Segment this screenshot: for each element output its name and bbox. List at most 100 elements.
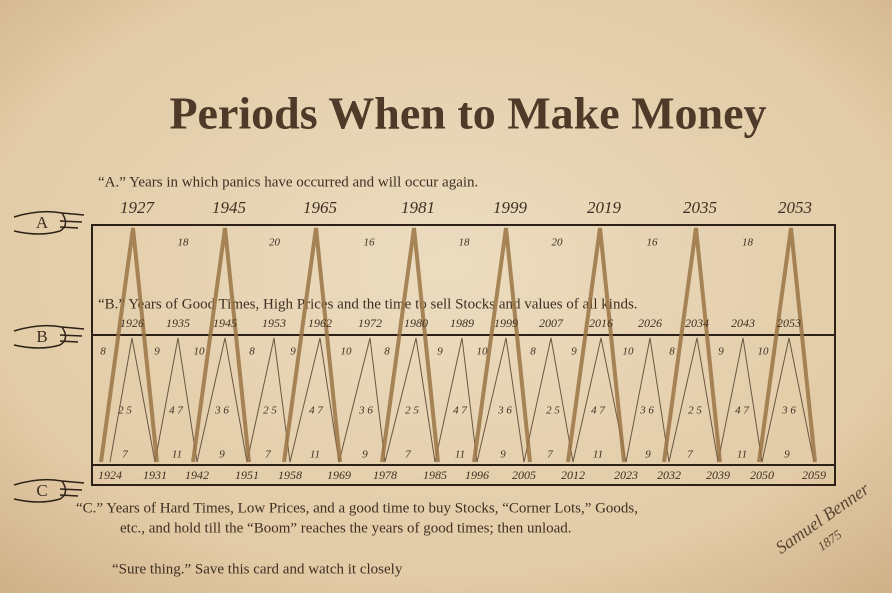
- good-year: 1980: [404, 316, 428, 330]
- cycle-number: 3 6: [781, 405, 796, 417]
- cycle-number: 7: [122, 449, 128, 461]
- hand-outline: [13, 210, 85, 235]
- hard-year: 1978: [373, 468, 397, 482]
- pointing-hand: A: [13, 210, 85, 235]
- panic-peak: [757, 227, 817, 463]
- cycle-number: 9: [154, 346, 160, 358]
- cycle-number: 4 7: [735, 405, 749, 417]
- cycle-number: 9: [437, 346, 443, 358]
- hard-year: 2005: [512, 468, 536, 482]
- cycle-number: 8: [100, 346, 106, 358]
- hand-outline: [13, 324, 85, 349]
- cycle-number: 3 6: [358, 405, 373, 417]
- cycle-number: 2 5: [263, 405, 277, 417]
- good-year: 1935: [166, 316, 190, 330]
- good-year: 2026: [638, 316, 662, 330]
- hard-year: 1958: [278, 468, 302, 482]
- cycle-number: 9: [219, 449, 225, 461]
- hard-year: 1951: [235, 468, 259, 482]
- interval: 18: [459, 237, 471, 249]
- panic-peak: [191, 227, 251, 463]
- cycle-number: 8: [384, 346, 390, 358]
- interval: 20: [552, 237, 564, 249]
- cycle-number: 10: [758, 346, 770, 358]
- cycle-number: 8: [249, 346, 255, 358]
- hard-year: 1996: [465, 468, 489, 482]
- cycle-number: 4 7: [309, 405, 323, 417]
- hard-year: 2012: [561, 468, 585, 482]
- interval: 18: [742, 237, 754, 249]
- section-c-label: “C.” Years of Hard Times, Low Prices, an…: [76, 500, 638, 516]
- panic-year: 1999: [493, 198, 528, 217]
- good-year: 2053: [777, 316, 801, 330]
- hard-year: 1931: [143, 468, 167, 482]
- interval: 16: [647, 237, 659, 249]
- good-year: 1999: [494, 316, 518, 330]
- cycle-number: 8: [669, 346, 675, 358]
- cycle-number: 2 5: [118, 405, 132, 417]
- hard-year: 1924: [98, 468, 122, 482]
- cycle-number: 4 7: [169, 405, 183, 417]
- panic-peak: [380, 227, 440, 463]
- panic-year: 1981: [401, 198, 435, 217]
- cycle-number: 2 5: [688, 405, 702, 417]
- cycle-number: 3 6: [497, 405, 512, 417]
- title: Periods When to Make Money: [169, 88, 766, 139]
- cycle-number: 9: [362, 449, 368, 461]
- panic-year: 1927: [120, 198, 156, 217]
- cycle-number: 3 6: [214, 405, 229, 417]
- cycle-number: 3 6: [639, 405, 654, 417]
- cycle-number: 10: [341, 346, 353, 358]
- cycle-number: 7: [265, 449, 271, 461]
- cycle-number: 9: [290, 346, 296, 358]
- panic-year: 2035: [683, 198, 717, 217]
- good-year: 2016: [589, 316, 613, 330]
- panic-year: 2053: [778, 198, 812, 217]
- hard-year: 1985: [423, 468, 447, 482]
- panic-year: 2019: [587, 198, 622, 217]
- good-year: 1962: [308, 316, 332, 330]
- section-b-label: “B.” Years of Good Times, High Prices an…: [98, 296, 638, 312]
- section-a-label: “A.” Years in which panics have occurred…: [98, 174, 478, 190]
- good-year: 2007: [539, 316, 564, 330]
- good-year: 1953: [262, 316, 286, 330]
- good-year: 1989: [450, 316, 474, 330]
- cycle-number: 11: [455, 449, 465, 461]
- cycle-number: 9: [784, 449, 790, 461]
- panic-peak: [566, 227, 626, 463]
- good-year: 2034: [685, 316, 709, 330]
- good-year: 1972: [358, 316, 382, 330]
- cycle-number: 10: [194, 346, 206, 358]
- interval: 20: [269, 237, 281, 249]
- panic-peak: [282, 227, 342, 463]
- hard-year: 2059: [802, 468, 826, 482]
- hand-letter: C: [36, 481, 47, 500]
- panic-peak: [99, 227, 159, 463]
- good-year: 1945: [213, 316, 237, 330]
- hard-year: 1969: [327, 468, 351, 482]
- frame: [91, 224, 836, 486]
- cycle-number: 9: [571, 346, 577, 358]
- section-c-label: etc., and hold till the “Boom” reaches t…: [120, 520, 572, 536]
- hand-letter: B: [36, 327, 47, 346]
- cycle-number: 8: [530, 346, 536, 358]
- cycle-number: 2 5: [405, 405, 419, 417]
- cycle-number: 11: [593, 449, 603, 461]
- hard-year: 2039: [706, 468, 730, 482]
- cycle-number: 9: [718, 346, 724, 358]
- panic-peak: [662, 227, 722, 463]
- cycle-number: 11: [310, 449, 320, 461]
- hand-letter: A: [36, 213, 49, 232]
- hard-year: 2050: [750, 468, 774, 482]
- interval: 16: [364, 237, 376, 249]
- hard-year: 2032: [657, 468, 681, 482]
- cycle-number: 2 5: [546, 405, 560, 417]
- hand-outline: [13, 478, 85, 503]
- panic-year: 1945: [212, 198, 246, 217]
- cycle-number: 10: [623, 346, 635, 358]
- cycle-number: 10: [477, 346, 489, 358]
- cycle-number: 11: [737, 449, 747, 461]
- cycle-number: 9: [645, 449, 651, 461]
